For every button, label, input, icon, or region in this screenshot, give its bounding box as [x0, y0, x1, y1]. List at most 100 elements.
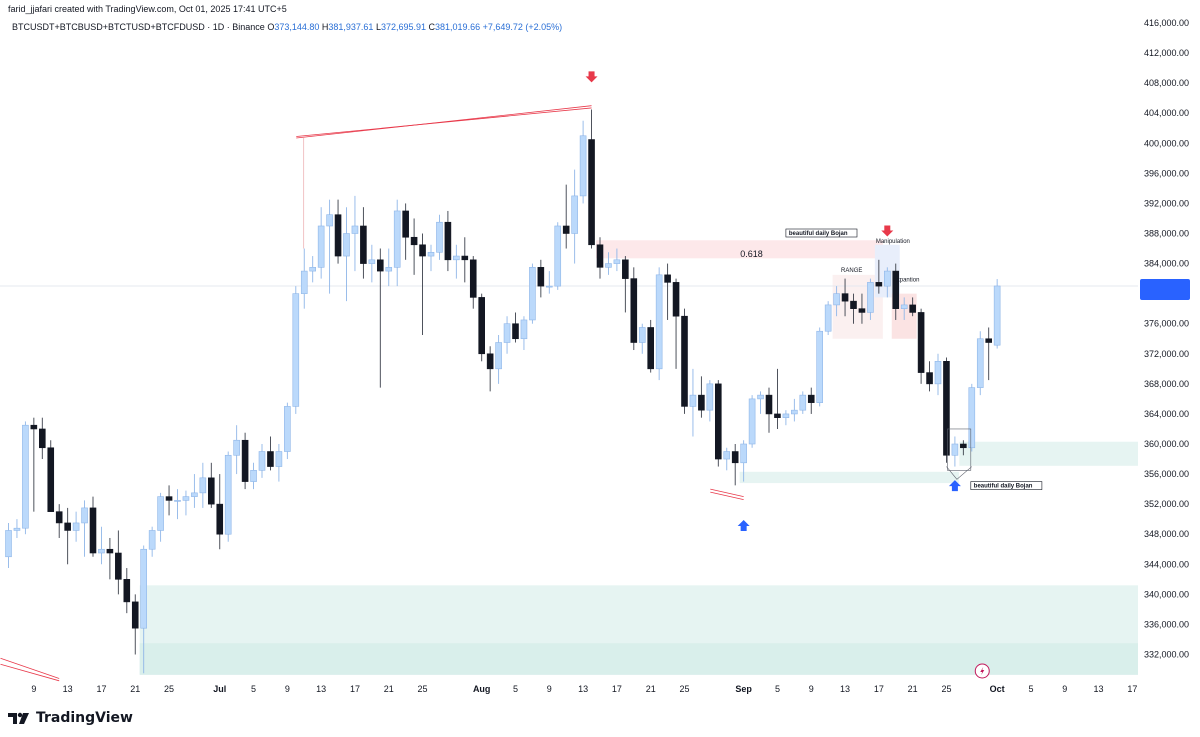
candle-body	[858, 308, 866, 313]
candle-body	[571, 195, 578, 234]
candle	[765, 387, 773, 433]
candle	[478, 293, 486, 362]
change-value: +7,649.72 (+2.05%)	[482, 22, 563, 32]
candle	[850, 293, 857, 324]
candle	[934, 353, 942, 396]
date-tick-label: 13	[578, 684, 588, 694]
candle	[5, 522, 12, 569]
candle-body	[596, 244, 604, 268]
price-tick-label: 344,000.00	[1144, 559, 1189, 569]
candle	[208, 462, 215, 508]
candle	[275, 444, 283, 482]
candle	[64, 507, 71, 565]
candle-body	[55, 511, 63, 524]
candle-body	[47, 447, 55, 512]
candle-body	[605, 263, 612, 268]
date-tick-label: 13	[316, 684, 326, 694]
candle	[267, 436, 274, 471]
bojan-label-bottom: beautiful daily Bojan	[974, 484, 1033, 490]
candle-body	[841, 293, 849, 302]
candle	[351, 195, 359, 272]
date-tick-label: 17	[96, 684, 106, 694]
candle	[292, 286, 300, 414]
candle-body	[351, 225, 359, 234]
candle-body	[867, 282, 874, 313]
candle	[875, 259, 883, 294]
candle	[824, 301, 832, 335]
candle-body	[275, 451, 283, 467]
candle	[976, 331, 984, 396]
candle-body	[326, 214, 333, 227]
candle-body	[241, 439, 249, 482]
price-tick-label: 352,000.00	[1144, 499, 1189, 509]
date-tick-label: Jul	[213, 684, 226, 694]
candle	[495, 334, 502, 384]
date-tick-label: 5	[513, 684, 518, 694]
candle-body	[360, 225, 367, 264]
candle	[98, 526, 105, 565]
candle-body	[900, 304, 908, 309]
candle	[199, 462, 207, 508]
candle-body	[850, 300, 857, 309]
candle-body	[292, 293, 300, 407]
candle	[224, 451, 232, 542]
candle	[740, 440, 747, 482]
candle-body	[765, 394, 773, 415]
candle	[985, 327, 993, 381]
candle-body	[833, 293, 840, 306]
price-badge-layer	[1140, 278, 1190, 300]
zones-layer	[0, 240, 1138, 675]
candle-body	[689, 394, 697, 407]
candle	[545, 271, 553, 294]
price-tick-label: 400,000.00	[1144, 138, 1189, 148]
candle-body	[106, 548, 114, 554]
candle	[748, 395, 756, 448]
candle-body	[5, 530, 12, 558]
candle	[900, 297, 908, 320]
date-tick-label: 25	[679, 684, 689, 694]
candle	[284, 402, 291, 460]
candle-body	[968, 387, 976, 449]
candle-body	[892, 270, 900, 309]
candle	[883, 267, 891, 298]
tradingview-brand[interactable]: TradingView	[8, 708, 133, 728]
open-label: O	[267, 22, 275, 32]
candle-body	[208, 477, 215, 505]
candle-body	[140, 548, 147, 629]
price-chart[interactable]: 0.618 beautiful daily Bojan beautiful dail…	[0, 0, 1200, 700]
arrow-up-icon	[737, 519, 750, 531]
candle-body	[622, 259, 629, 279]
candle	[731, 444, 739, 486]
candle-body	[495, 342, 502, 370]
date-tick-label: 17	[1127, 684, 1137, 694]
candle-body	[157, 496, 164, 531]
bojan-label-top-frame	[785, 228, 858, 238]
date-tick-label: 5	[775, 684, 780, 694]
candle-body	[824, 304, 832, 332]
candle	[436, 214, 443, 260]
candle-body	[698, 394, 705, 411]
date-tick-label: 25	[941, 684, 951, 694]
candle	[993, 279, 1001, 349]
candle-body	[64, 522, 71, 531]
candle	[376, 248, 384, 388]
candle	[943, 357, 950, 463]
candle-body	[731, 451, 739, 464]
candle	[833, 286, 840, 317]
candle-body	[478, 297, 486, 355]
candle	[892, 263, 900, 320]
manipulation-label: Manipulation	[876, 239, 910, 245]
date-tick-label: 13	[63, 684, 73, 694]
candle-body	[664, 274, 671, 283]
candle-body	[706, 383, 714, 411]
low-label: L	[375, 22, 381, 32]
candle-body	[951, 443, 959, 456]
candle-body	[461, 255, 469, 261]
open-value: 373,144.80	[274, 22, 320, 32]
candle-body	[81, 507, 88, 524]
candle-body	[402, 210, 409, 238]
arrow-down-icon	[585, 71, 598, 83]
price-tick-label: 364,000.00	[1144, 409, 1189, 419]
candle	[605, 252, 612, 275]
candle	[486, 346, 494, 392]
